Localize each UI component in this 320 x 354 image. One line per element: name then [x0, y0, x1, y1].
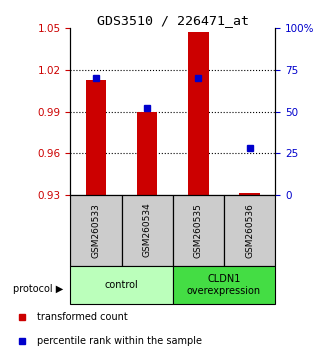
- Text: percentile rank within the sample: percentile rank within the sample: [36, 336, 202, 346]
- Bar: [70, 195, 122, 266]
- Text: protocol ▶: protocol ▶: [13, 284, 63, 294]
- Bar: [224, 195, 275, 266]
- Bar: [188, 33, 209, 195]
- Bar: [86, 80, 106, 195]
- Text: GSM260535: GSM260535: [194, 202, 203, 258]
- Bar: [173, 195, 224, 266]
- Bar: [122, 195, 173, 266]
- Text: GSM260536: GSM260536: [245, 202, 254, 258]
- Text: GSM260533: GSM260533: [92, 202, 100, 258]
- Title: GDS3510 / 226471_at: GDS3510 / 226471_at: [97, 14, 249, 27]
- Bar: [239, 193, 260, 195]
- Text: control: control: [105, 280, 139, 290]
- Bar: [137, 112, 157, 195]
- Bar: [173, 266, 275, 304]
- Text: GSM260534: GSM260534: [143, 203, 152, 257]
- Text: CLDN1
overexpression: CLDN1 overexpression: [187, 274, 261, 296]
- Text: transformed count: transformed count: [36, 312, 127, 322]
- Bar: [70, 266, 173, 304]
